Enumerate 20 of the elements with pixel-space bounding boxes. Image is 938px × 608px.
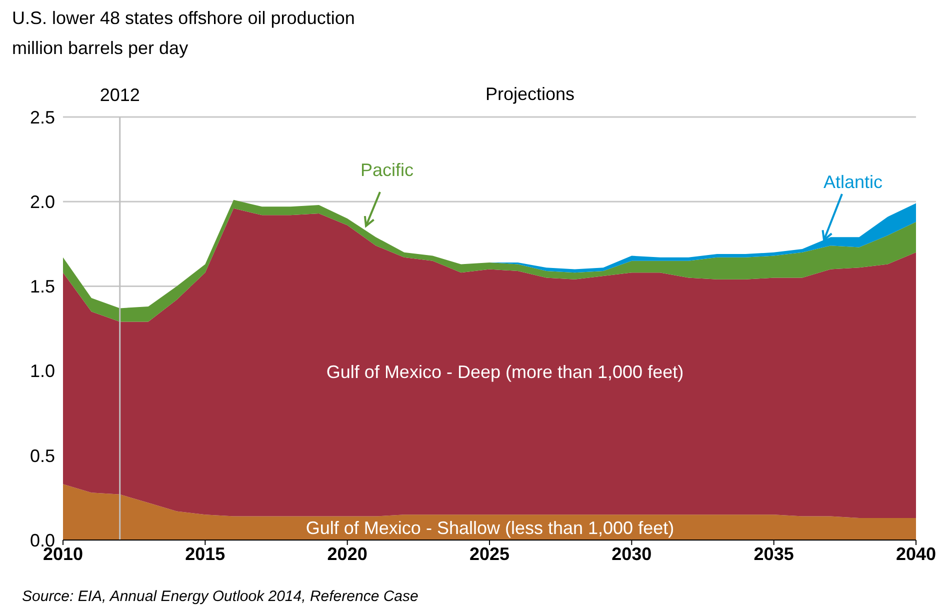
x-tick-label: 2030 <box>612 544 652 564</box>
y-tick-label: 1.5 <box>30 276 55 297</box>
y-tick-label: 0.5 <box>30 446 55 466</box>
x-tick-label: 2035 <box>754 544 794 564</box>
source-note: Source: EIA, Annual Energy Outlook 2014, Reference Case <box>22 588 418 605</box>
ref-line-label: 2012 <box>100 85 140 105</box>
text: Pacific <box>360 160 414 181</box>
y-tick-label: 1.0 <box>30 361 55 382</box>
series-label: Gulf of Mexico - Shallow (less than 1,000 feet) <box>306 518 674 539</box>
text: Projections <box>485 84 575 105</box>
x-tick-label: 2025 <box>469 544 510 564</box>
series-label: Atlantic <box>823 172 883 193</box>
series-label: Gulf of Mexico - Deep (more than 1,000 feet) <box>326 362 684 383</box>
chart-title: U.S. lower 48 states offshore oil production <box>12 8 355 29</box>
y-tick-label: 2.0 <box>30 192 55 212</box>
x-tick-label: 2020 <box>327 544 368 564</box>
x-tick-label: 2015 <box>185 544 226 564</box>
y-axis-title: million barrels per day <box>12 38 188 59</box>
y-tick-label: 2.5 <box>30 107 55 128</box>
x-tick-label: 2040 <box>896 544 936 564</box>
